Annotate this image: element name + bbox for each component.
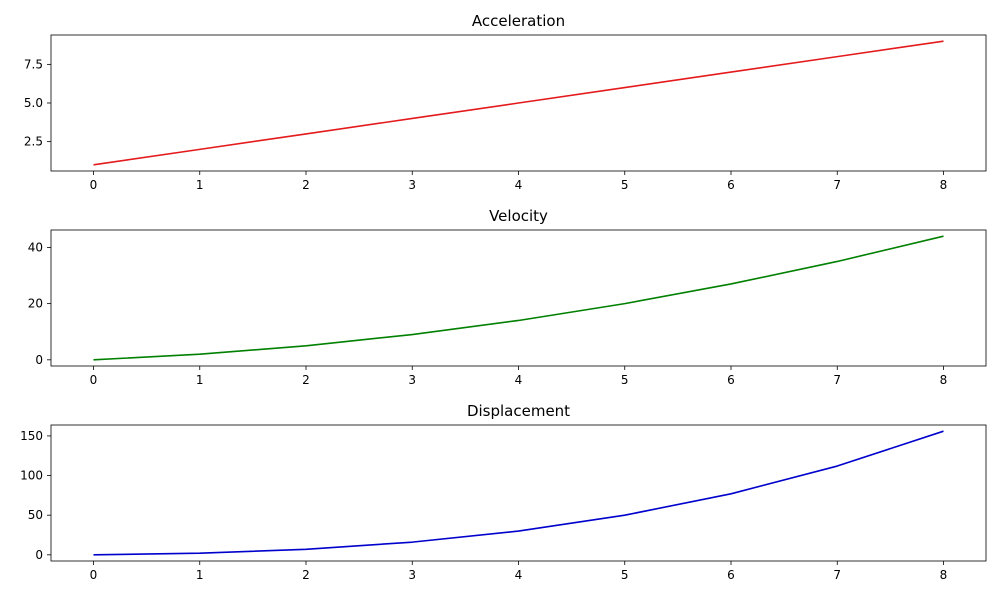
plot-area: 0 1 2 3 4 5 6 7 8 2.5 5.0 7.5 [24, 34, 987, 192]
x-tick-label: 2 [302, 373, 310, 387]
x-tick-label: 1 [196, 568, 204, 582]
series-line [93, 40, 944, 166]
y-tick-label: 0 [35, 548, 43, 562]
subplot-title: Velocity [489, 207, 548, 225]
x-tick-label: 7 [833, 568, 841, 582]
y-tick-label: 2.5 [24, 135, 43, 149]
plot-area: 0 1 2 3 4 5 6 7 8 0 50 100 150 [20, 424, 987, 582]
x-tick-label: 8 [940, 373, 948, 387]
subplot-title: Displacement [467, 402, 570, 420]
y-tick-label: 40 [28, 240, 43, 254]
x-tick-label: 2 [302, 568, 310, 582]
y-tick-label: 50 [28, 508, 43, 522]
x-tick-label: 4 [515, 568, 523, 582]
x-tick-label: 6 [727, 373, 735, 387]
x-tick-label: 3 [408, 373, 416, 387]
x-tick-label: 0 [90, 178, 98, 192]
y-tick-label: 20 [28, 297, 43, 311]
x-tick-label: 5 [621, 568, 629, 582]
x-tick-label: 6 [727, 178, 735, 192]
subplot-acceleration: Acceleration 0 1 2 3 4 5 6 7 8 2.5 5.0 7.5 [24, 12, 987, 192]
subplot-title: Acceleration [472, 12, 565, 30]
y-tick-label: 150 [20, 429, 43, 443]
y-tick-label: 7.5 [24, 57, 43, 71]
y-tick-label: 5.0 [24, 96, 43, 110]
x-tick-label: 8 [940, 178, 948, 192]
x-tick-label: 1 [196, 178, 204, 192]
x-tick-label: 6 [727, 568, 735, 582]
subplot-velocity: Velocity 0 1 2 3 4 5 6 7 8 0 20 40 [28, 207, 987, 387]
x-tick-label: 5 [621, 373, 629, 387]
x-tick-label: 1 [196, 373, 204, 387]
x-tick-label: 2 [302, 178, 310, 192]
x-tick-label: 3 [408, 178, 416, 192]
x-tick-label: 5 [621, 178, 629, 192]
x-tick-label: 8 [940, 568, 948, 582]
x-tick-label: 3 [408, 568, 416, 582]
series-line [93, 235, 944, 361]
subplot-displacement: Displacement 0 1 2 3 4 5 6 7 8 0 50 100 150 [20, 402, 987, 582]
plot-area: 0 1 2 3 4 5 6 7 8 0 20 40 [28, 229, 987, 387]
series-line [93, 430, 944, 556]
y-tick-label: 0 [35, 353, 43, 367]
x-tick-label: 7 [833, 178, 841, 192]
x-tick-label: 0 [90, 373, 98, 387]
x-tick-label: 7 [833, 373, 841, 387]
x-tick-label: 0 [90, 568, 98, 582]
y-tick-label: 100 [20, 469, 43, 483]
x-tick-label: 4 [515, 178, 523, 192]
x-tick-label: 4 [515, 373, 523, 387]
